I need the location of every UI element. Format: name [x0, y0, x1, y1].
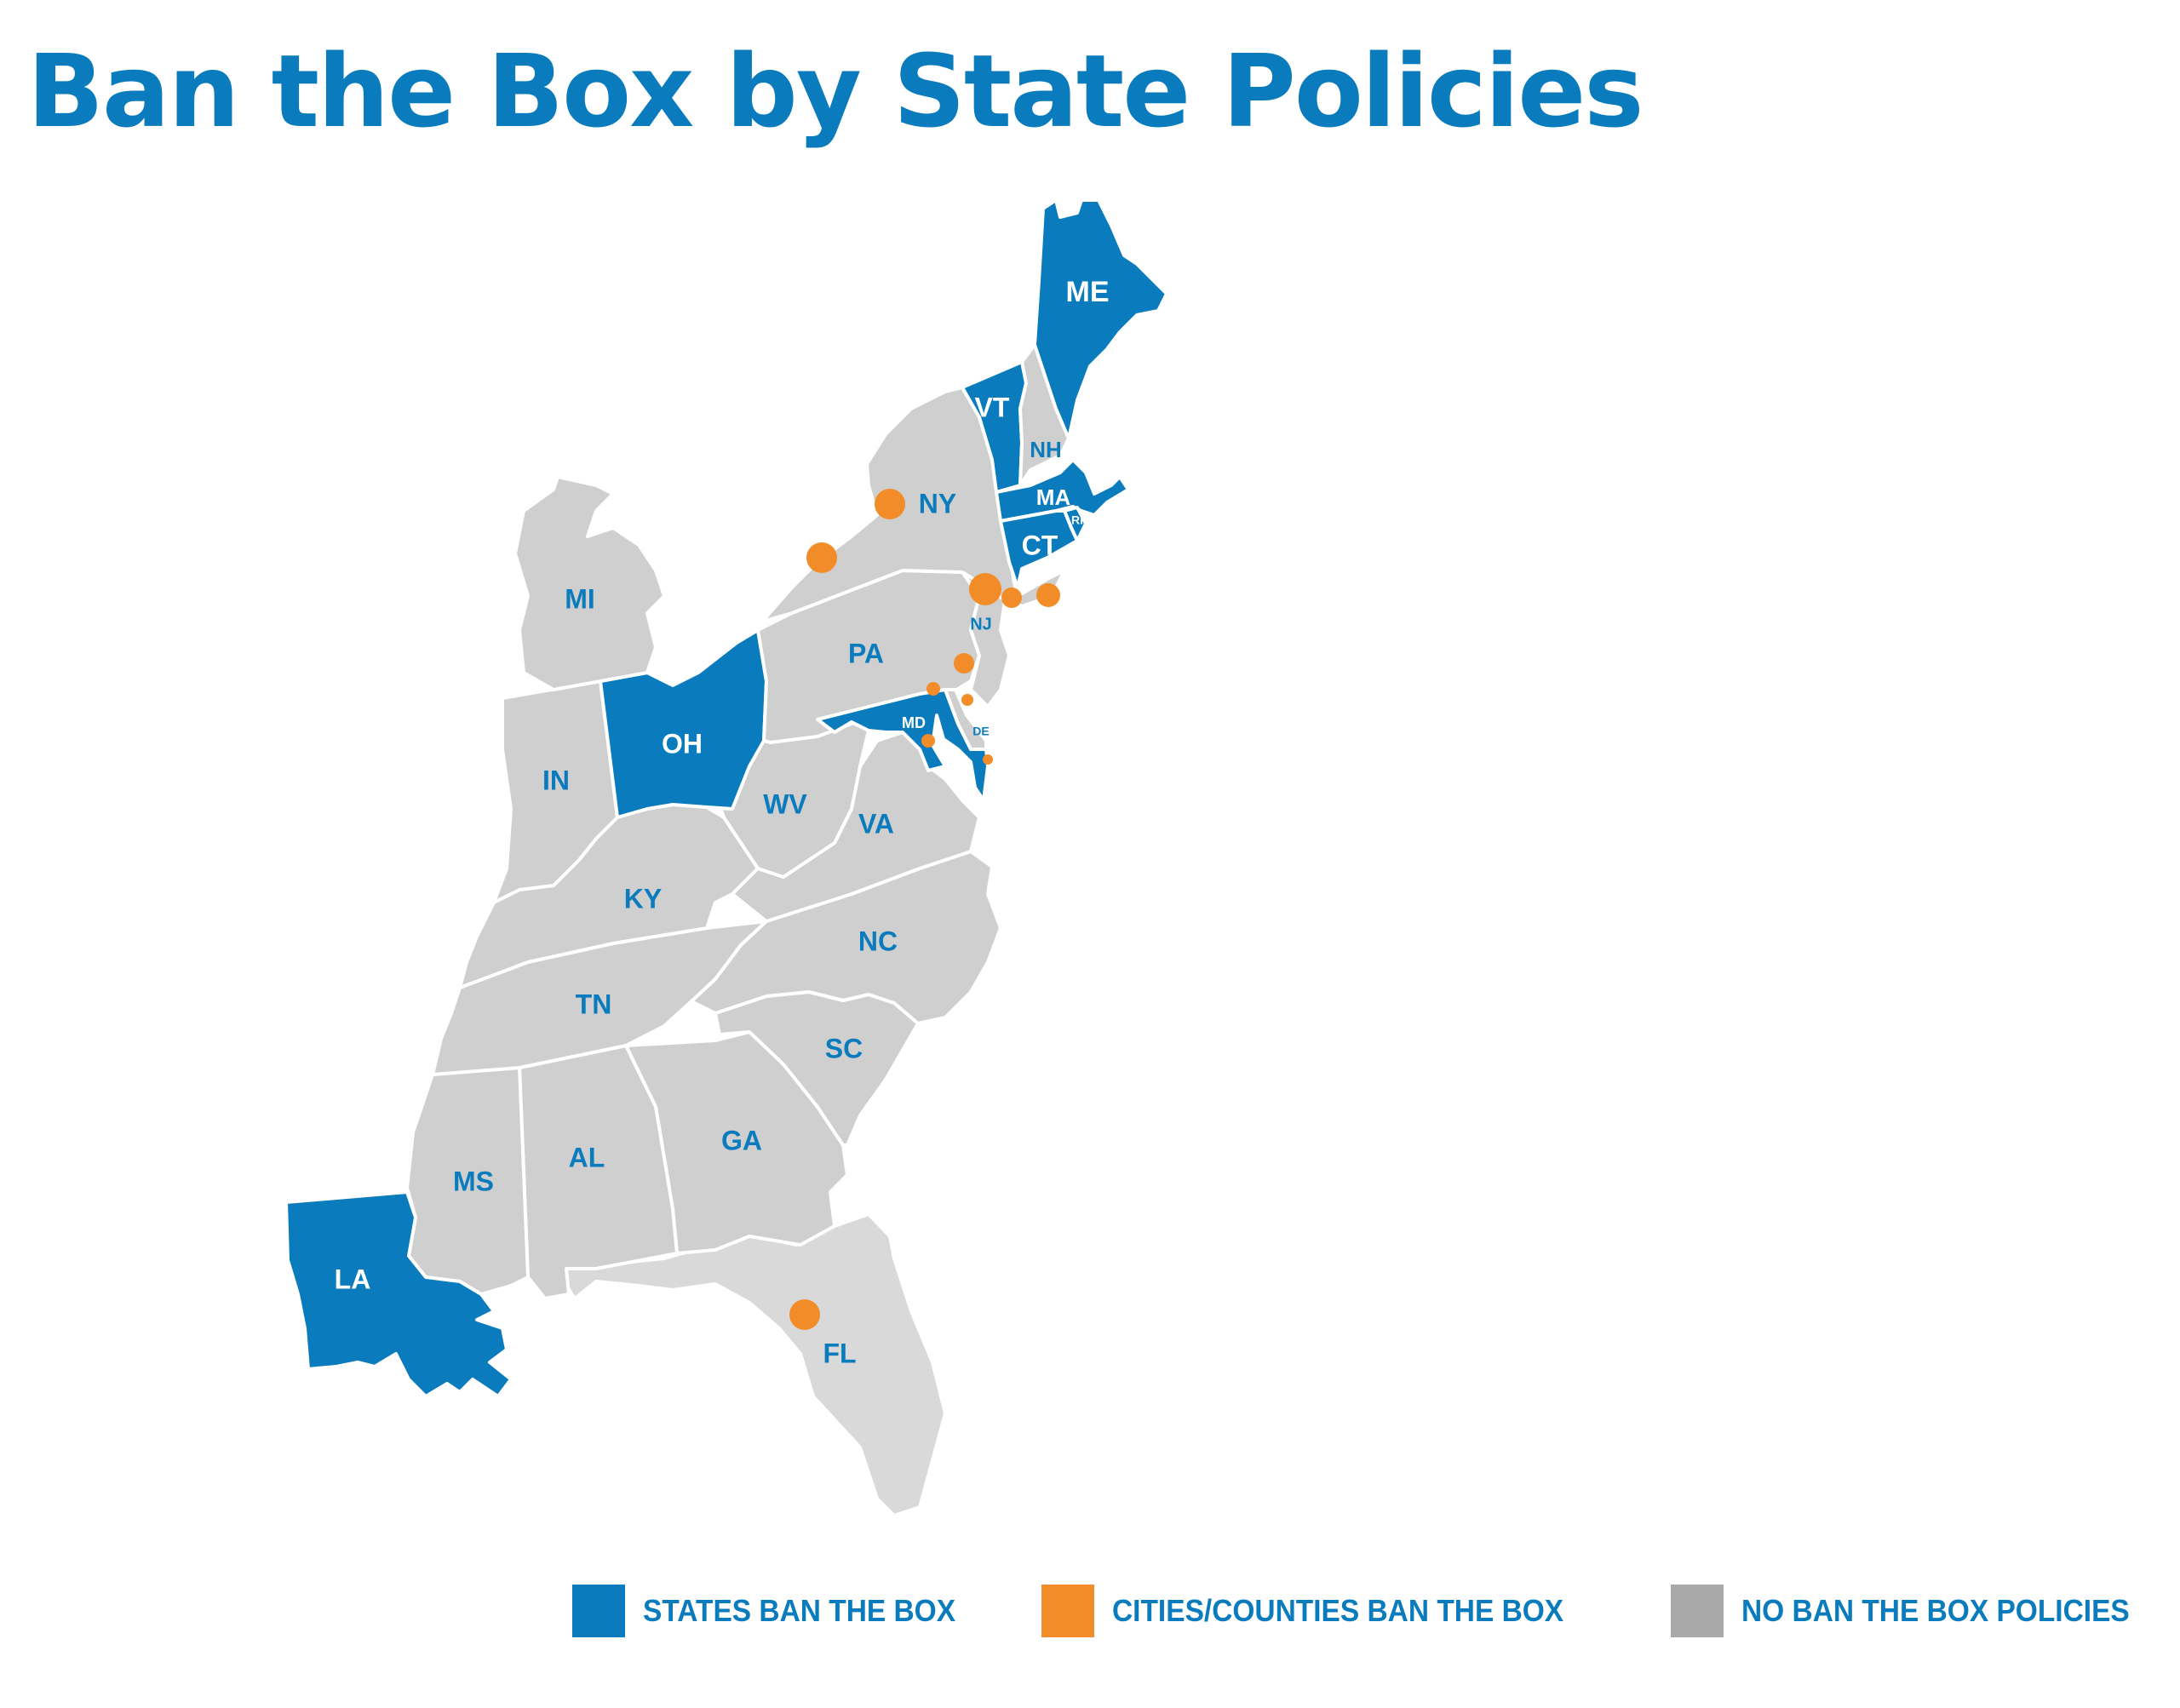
label-IN: IN [542, 765, 570, 795]
legend-label: CITIES/COUNTIES BAN THE BOX [1112, 1593, 1564, 1628]
state-LA[interactable] [284, 1190, 513, 1398]
city-county-marker[interactable] [969, 573, 1001, 605]
city-county-marker[interactable] [806, 542, 837, 573]
city-county-marker[interactable] [983, 754, 993, 765]
legend-swatch-orange [1041, 1585, 1094, 1637]
legend-swatch-blue [572, 1585, 625, 1637]
legend-swatch-gray [1671, 1585, 1724, 1637]
label-RI: RI [1071, 513, 1083, 527]
legend-item-states-ban: STATES BAN THE BOX [572, 1585, 979, 1637]
label-MD: MD [902, 714, 926, 731]
legend-item-no-policies: NO BAN THE BOX POLICIES [1671, 1585, 2159, 1637]
label-WV: WV [763, 788, 807, 819]
label-VA: VA [858, 808, 894, 839]
city-county-marker[interactable] [789, 1299, 820, 1330]
legend-label: STATES BAN THE BOX [643, 1593, 956, 1628]
label-VT: VT [975, 392, 1010, 422]
label-TN: TN [576, 989, 612, 1019]
state-NC[interactable] [690, 850, 1002, 1025]
label-CT: CT [1022, 530, 1058, 560]
label-OH: OH [662, 728, 703, 759]
state-MA[interactable] [995, 458, 1130, 523]
label-FL: FL [823, 1338, 856, 1368]
page-title: Ban the Box by State Policies [27, 32, 1644, 150]
label-SC: SC [825, 1033, 863, 1063]
label-MS: MS [453, 1166, 494, 1196]
state-ME[interactable] [1033, 198, 1168, 440]
state-FL[interactable] [565, 1212, 947, 1517]
city-county-marker[interactable] [954, 653, 974, 673]
legend-item-cities-counties-ban: CITIES/COUNTIES BAN THE BOX [1041, 1585, 1598, 1637]
city-county-marker[interactable] [1036, 583, 1060, 607]
label-KY: KY [624, 883, 662, 914]
legend-label: NO BAN THE BOX POLICIES [1741, 1593, 2130, 1628]
state-MI[interactable] [513, 475, 666, 691]
label-MI: MI [565, 583, 595, 614]
state-CT[interactable] [999, 509, 1079, 589]
city-county-marker[interactable] [961, 694, 973, 706]
city-county-marker[interactable] [875, 489, 905, 519]
city-county-marker[interactable] [926, 682, 940, 696]
city-county-marker[interactable] [1001, 587, 1022, 608]
label-PA: PA [848, 638, 884, 668]
city-county-marker[interactable] [921, 734, 935, 748]
label-AL: AL [569, 1142, 605, 1172]
label-NY: NY [919, 488, 956, 519]
label-NH: NH [1030, 437, 1062, 462]
label-DE: DE [972, 725, 989, 738]
label-NJ: NJ [970, 615, 992, 633]
label-ME: ME [1066, 276, 1110, 308]
label-GA: GA [721, 1125, 762, 1155]
label-MA: MA [1036, 484, 1071, 510]
label-NC: NC [858, 926, 898, 956]
label-LA: LA [335, 1264, 371, 1294]
state-DE[interactable] [944, 688, 988, 751]
state-AL[interactable] [518, 1044, 679, 1300]
